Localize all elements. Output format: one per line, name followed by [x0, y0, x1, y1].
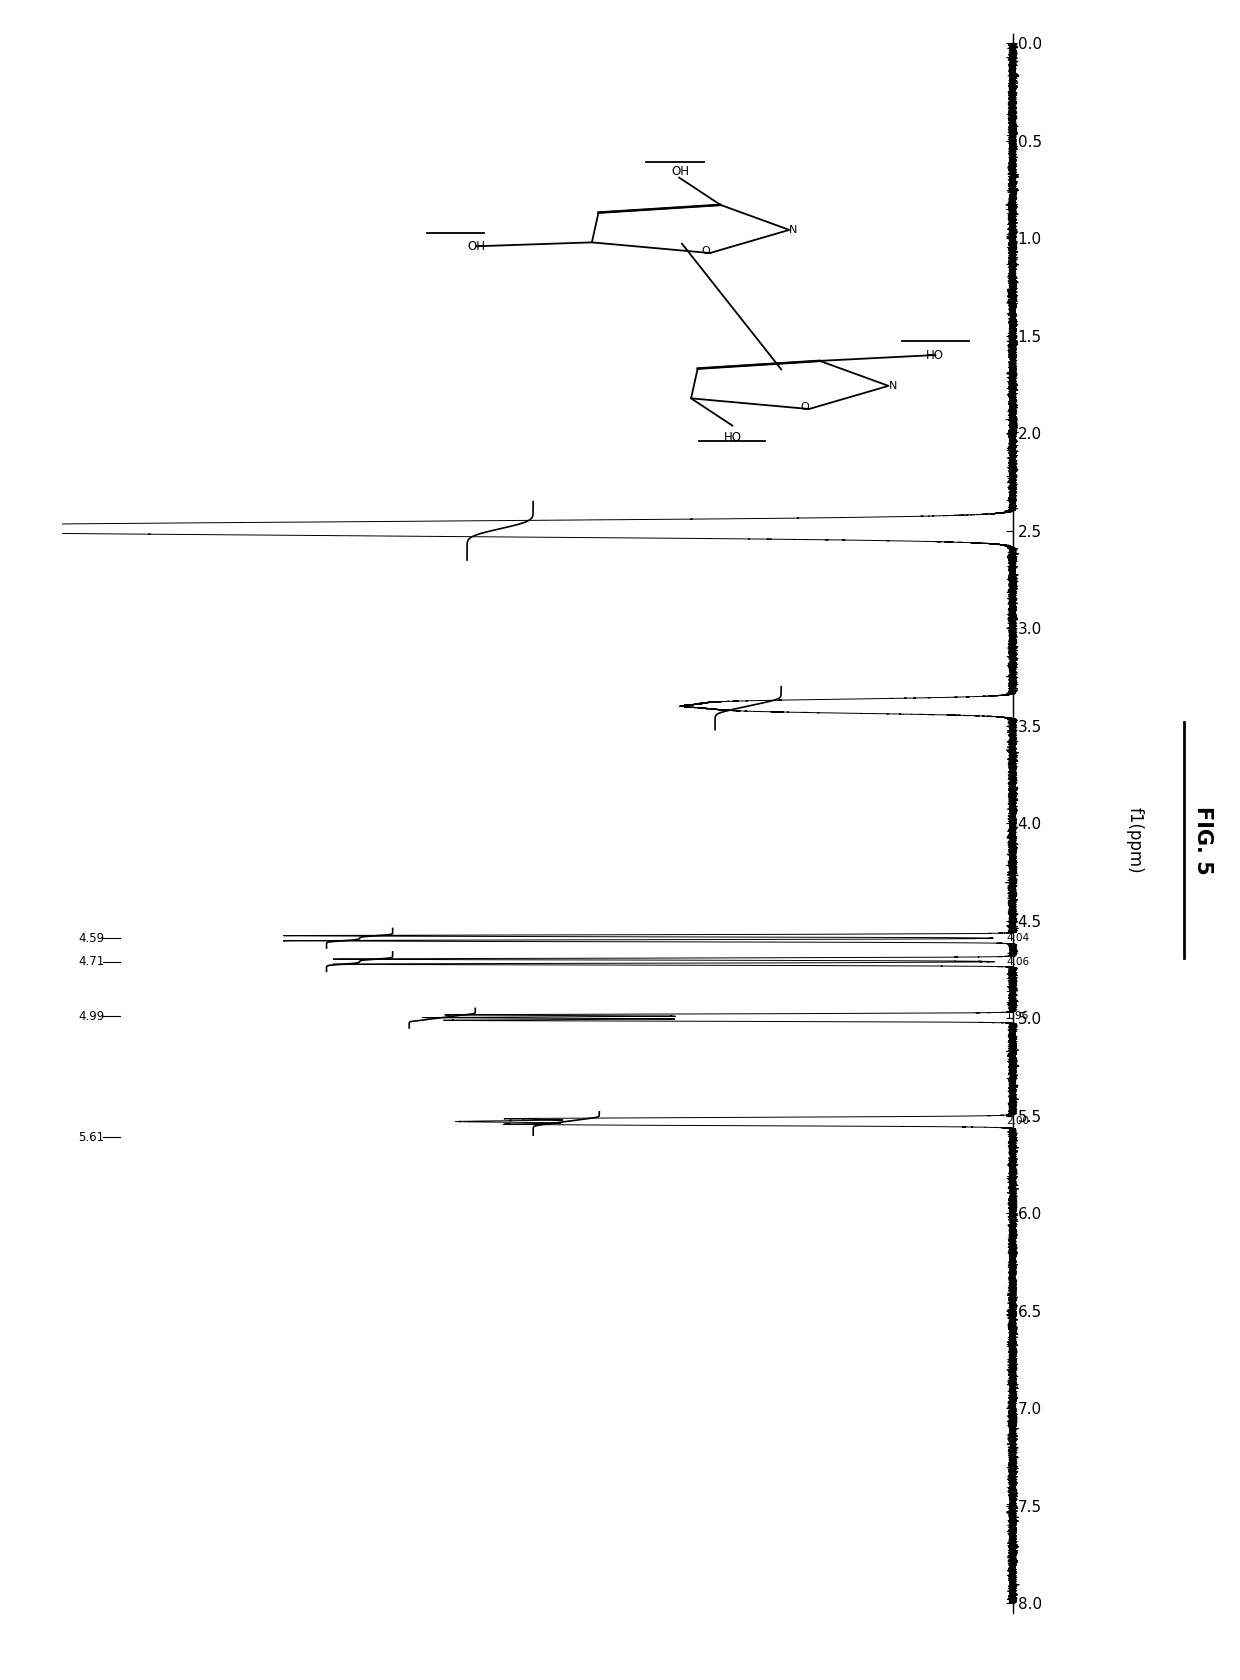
Text: HO: HO [926, 348, 944, 361]
Text: 4.06: 4.06 [1006, 956, 1029, 966]
Text: 4.99: 4.99 [78, 1010, 105, 1023]
Text: O: O [801, 402, 810, 412]
Text: 2.00: 2.00 [1006, 1117, 1029, 1127]
Text: HO: HO [723, 432, 742, 445]
Text: OH: OH [467, 240, 486, 252]
Text: 5.61: 5.61 [78, 1131, 104, 1144]
Text: 1.96: 1.96 [1006, 1011, 1029, 1021]
Text: 4.59: 4.59 [78, 932, 104, 944]
Text: N: N [790, 225, 797, 235]
Text: 4.04: 4.04 [1006, 932, 1029, 942]
Text: 4.71: 4.71 [78, 956, 105, 968]
Text: FIG. 5: FIG. 5 [1193, 806, 1213, 874]
Text: OH: OH [671, 165, 689, 178]
Text: N: N [889, 381, 897, 391]
Text: f1(ppm): f1(ppm) [1126, 806, 1143, 874]
Text: O: O [702, 245, 711, 255]
